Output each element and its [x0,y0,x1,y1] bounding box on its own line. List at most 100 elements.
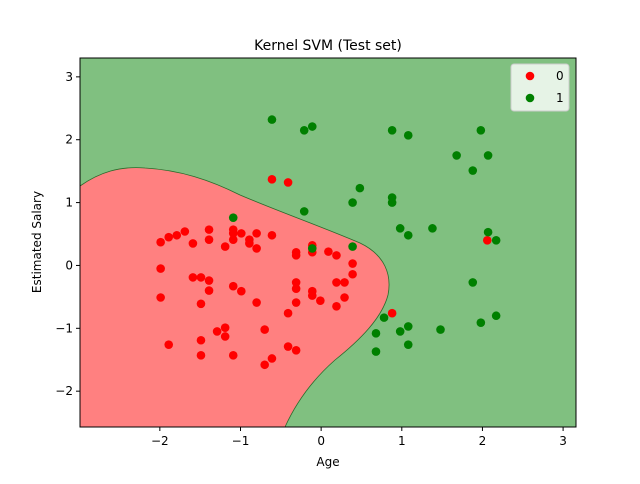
point [164,232,174,242]
point [332,251,341,260]
x-tick-label: 1 [398,434,406,448]
point [348,198,357,207]
point [204,286,214,295]
point [348,269,357,279]
point [299,125,309,135]
decision-regions [80,58,576,427]
point [476,318,486,327]
x-tick-label: −2 [151,434,169,448]
point [395,224,405,233]
point [403,131,413,140]
legend-frame [510,63,570,112]
point [307,244,317,253]
point [324,247,333,256]
legend: 01 [510,63,570,112]
chart-title: Kernel SVM (Test set) [254,38,402,54]
point [291,284,301,294]
point [228,281,238,291]
point [260,360,269,370]
y-tick-label: −2 [55,384,73,398]
point [355,183,365,193]
point [340,293,349,302]
point [228,213,238,222]
x-axis-label: Age [316,455,339,469]
point [332,278,341,287]
legend-marker [525,93,535,103]
point [188,239,198,248]
point [403,340,413,349]
point [252,229,261,238]
point [283,178,293,187]
point [196,351,206,360]
point [387,308,397,318]
point [332,302,341,311]
point [156,293,165,302]
y-tick-label: 0 [65,258,73,272]
point [228,235,238,244]
point [188,273,198,282]
point [307,291,317,300]
point [482,235,492,245]
point [387,125,397,135]
point [387,198,397,207]
point [156,237,165,247]
legend-label: 0 [556,69,564,83]
y-tick-label: 2 [65,133,73,147]
point [395,327,405,336]
point [252,244,261,253]
point [468,278,478,287]
y-tick-label: −1 [55,321,73,335]
point [483,151,493,160]
legend-label: 1 [556,91,564,105]
point [204,276,214,285]
point [379,313,389,322]
point [252,298,261,307]
point [228,229,238,238]
point [267,354,277,363]
point [204,235,214,244]
y-tick-label: 3 [65,70,73,84]
point [267,230,277,240]
y-tick-label: 1 [65,196,73,210]
legend-marker [525,71,535,81]
point [316,296,325,305]
point [267,115,277,124]
point [220,323,230,332]
point [260,325,269,334]
point [237,229,246,238]
point [468,166,478,175]
point [291,251,301,260]
point [196,299,206,309]
point [436,325,445,334]
plot-frame [79,57,577,428]
point [291,278,301,287]
point [307,122,317,131]
point [220,332,230,341]
point [291,298,301,307]
point [340,278,349,287]
y-axis-label: Estimated Salary [30,191,44,293]
point [237,286,246,296]
point [291,346,301,355]
point [204,225,214,234]
point [172,230,182,240]
region-0 [80,167,390,427]
point [348,242,357,251]
point [491,311,501,321]
point [491,235,501,245]
x-tick-label: −1 [232,434,250,448]
point [180,227,190,236]
x-tick-label: 2 [479,434,487,448]
point [428,224,437,233]
point [371,329,381,338]
point [299,207,309,216]
point [196,273,206,282]
point [403,230,413,240]
point [156,264,165,273]
point [267,175,277,184]
point [403,322,413,331]
point [452,151,461,160]
point [476,125,486,135]
point [283,308,293,318]
x-tick-label: 3 [559,434,567,448]
